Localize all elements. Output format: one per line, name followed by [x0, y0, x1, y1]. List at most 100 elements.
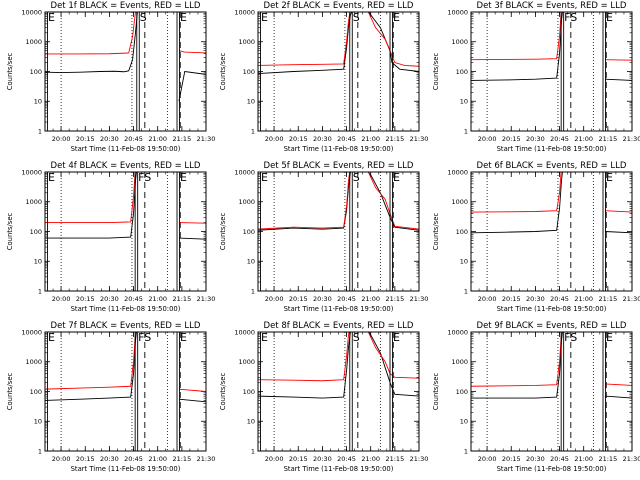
x-tick-label: 21:00: [148, 135, 167, 143]
x-tick-label: 20:00: [478, 135, 497, 143]
panel-title: Det 5f BLACK = Events, RED = LLD: [264, 161, 414, 171]
marker-label: E: [180, 171, 187, 184]
y-tick-label: 1: [38, 287, 42, 295]
x-tick-label: 21:30: [197, 455, 216, 463]
x-tick-label: 20:00: [265, 295, 284, 303]
y-tick-label: 1000: [238, 38, 255, 46]
x-tick-label: 21:30: [410, 295, 429, 303]
x-tick-label: 20:45: [124, 135, 143, 143]
series-black-line: [258, 12, 419, 75]
y-axis-label: Counts/sec: [219, 53, 227, 91]
panel-title: Det 6f BLACK = Events, RED = LLD: [477, 161, 627, 171]
y-tick-label: 1000: [451, 38, 468, 46]
y-tick-label: 10000: [447, 168, 468, 176]
series-red-line: [258, 172, 419, 230]
series-red-line: [471, 332, 632, 387]
y-tick-label: 1000: [25, 358, 42, 366]
x-tick-label: 21:00: [574, 135, 593, 143]
x-tick-label: 20:45: [337, 455, 356, 463]
marker-label: S: [353, 11, 360, 24]
marker-label: FS: [564, 11, 577, 24]
series-black-line: [258, 172, 419, 231]
marker-label: E: [48, 171, 55, 184]
x-axis-label: Start Time (11-Feb-08 19:50:00): [284, 465, 394, 473]
x-axis-label: Start Time (11-Feb-08 19:50:00): [71, 145, 181, 153]
marker-label: E: [393, 331, 400, 344]
y-axis-label: Counts/sec: [6, 373, 14, 411]
x-tick-label: 20:30: [313, 295, 332, 303]
x-tick-label: 21:30: [197, 295, 216, 303]
series-red-line: [258, 332, 419, 382]
panel-title: Det 9f BLACK = Events, RED = LLD: [477, 321, 627, 331]
x-tick-label: 21:00: [361, 135, 380, 143]
x-tick-label: 21:30: [410, 135, 429, 143]
x-tick-label: 21:15: [385, 135, 404, 143]
marker-label: E: [261, 331, 268, 344]
y-tick-label: 100: [30, 388, 42, 396]
y-tick-label: 1: [464, 447, 468, 455]
y-tick-label: 1000: [238, 198, 255, 206]
x-tick-label: 20:45: [124, 295, 143, 303]
x-tick-label: 20:00: [52, 135, 71, 143]
x-tick-label: 21:15: [598, 295, 617, 303]
y-tick-label: 1: [38, 127, 42, 135]
marker-label: FS: [564, 331, 577, 344]
plot-frame: [470, 11, 633, 132]
y-tick-label: 10: [247, 98, 255, 106]
y-tick-label: 100: [243, 68, 255, 76]
x-tick-label: 21:30: [623, 455, 640, 463]
x-tick-label: 21:15: [598, 135, 617, 143]
x-tick-label: 20:45: [550, 295, 569, 303]
x-tick-label: 21:00: [148, 455, 167, 463]
x-tick-label: 20:30: [313, 135, 332, 143]
x-tick-label: 21:00: [361, 295, 380, 303]
marker-label: E: [261, 171, 268, 184]
y-tick-label: 1: [38, 447, 42, 455]
marker-label: E: [393, 171, 400, 184]
x-tick-label: 21:30: [623, 295, 640, 303]
panel-title: Det 2f BLACK = Events, RED = LLD: [264, 1, 414, 11]
x-axis-label: Start Time (11-Feb-08 19:50:00): [284, 305, 394, 313]
x-tick-label: 21:30: [197, 135, 216, 143]
x-tick-label: 20:30: [526, 135, 545, 143]
marker-label: S: [140, 11, 147, 24]
y-tick-label: 100: [243, 388, 255, 396]
marker-label: E: [606, 11, 613, 24]
x-tick-label: 21:15: [598, 455, 617, 463]
x-tick-label: 21:15: [172, 135, 191, 143]
y-tick-label: 1000: [451, 198, 468, 206]
marker-label: E: [393, 11, 400, 24]
y-axis-label: Counts/sec: [432, 373, 440, 411]
plot-frame: [44, 171, 207, 292]
x-axis-label: Start Time (11-Feb-08 19:50:00): [71, 465, 181, 473]
series-black-line: [45, 12, 206, 102]
x-tick-label: 20:15: [76, 455, 95, 463]
y-tick-label: 10000: [21, 328, 42, 336]
y-tick-label: 10000: [234, 328, 255, 336]
series-red-line: [471, 172, 632, 213]
panel-title: Det 8f BLACK = Events, RED = LLD: [264, 321, 414, 331]
plot-frame: [257, 331, 420, 452]
x-tick-label: 21:15: [385, 455, 404, 463]
series-black-line: [471, 172, 632, 234]
x-tick-label: 20:45: [124, 455, 143, 463]
y-tick-label: 10: [460, 98, 468, 106]
x-tick-label: 21:30: [410, 455, 429, 463]
x-tick-label: 20:30: [100, 455, 119, 463]
y-tick-label: 10: [247, 258, 255, 266]
y-tick-label: 10: [34, 258, 42, 266]
plot-frame: [257, 171, 420, 292]
y-axis-label: Counts/sec: [6, 53, 14, 91]
panel-title: Det 4f BLACK = Events, RED = LLD: [51, 161, 201, 171]
plot-frame: [257, 11, 420, 132]
x-tick-label: 20:45: [337, 135, 356, 143]
x-tick-label: 21:00: [574, 455, 593, 463]
marker-label: E: [606, 171, 613, 184]
x-tick-label: 20:30: [313, 455, 332, 463]
marker-label: E: [48, 11, 55, 24]
y-tick-label: 10: [34, 98, 42, 106]
panel-5: Det 5f BLACK = Events, RED = LLD Start Ti…: [219, 161, 428, 313]
y-tick-label: 1000: [238, 358, 255, 366]
y-tick-label: 1000: [451, 358, 468, 366]
marker-label: E: [180, 11, 187, 24]
